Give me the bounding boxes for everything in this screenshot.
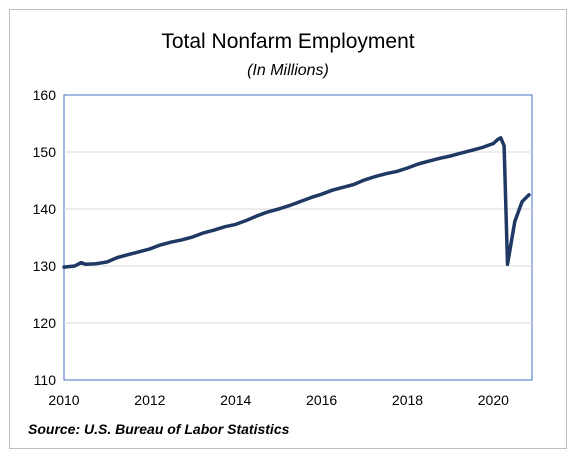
x-tick-label: 2020: [478, 392, 509, 408]
y-tick-label: 120: [33, 315, 57, 331]
source-note: Source: U.S. Bureau of Labor Statistics: [28, 421, 290, 437]
x-tick-label: 2010: [48, 392, 79, 408]
series-line-employment: [62, 136, 531, 269]
chart-frame: [9, 9, 567, 449]
y-tick-label: 130: [33, 258, 57, 274]
chart-title: Total Nonfarm Employment: [161, 30, 415, 53]
grid-lines: [64, 151, 532, 324]
plot-area-border: [63, 94, 533, 381]
chart-subtitle: (In Millions): [247, 62, 329, 79]
y-tick-label: 140: [33, 201, 57, 217]
x-tick-label: 2016: [306, 392, 337, 408]
y-tick-label: 150: [33, 144, 57, 160]
y-axis-tick-labels: 110 120 130 140 150 160: [33, 87, 57, 388]
x-tick-label: 2012: [134, 392, 165, 408]
x-axis-tick-labels: 2010 2012 2014 2016 2018 2020: [48, 392, 509, 408]
y-tick-label: 160: [33, 87, 57, 103]
y-tick-label: 110: [34, 372, 57, 388]
x-tick-label: 2018: [392, 392, 423, 408]
x-tick-label: 2014: [220, 392, 251, 408]
